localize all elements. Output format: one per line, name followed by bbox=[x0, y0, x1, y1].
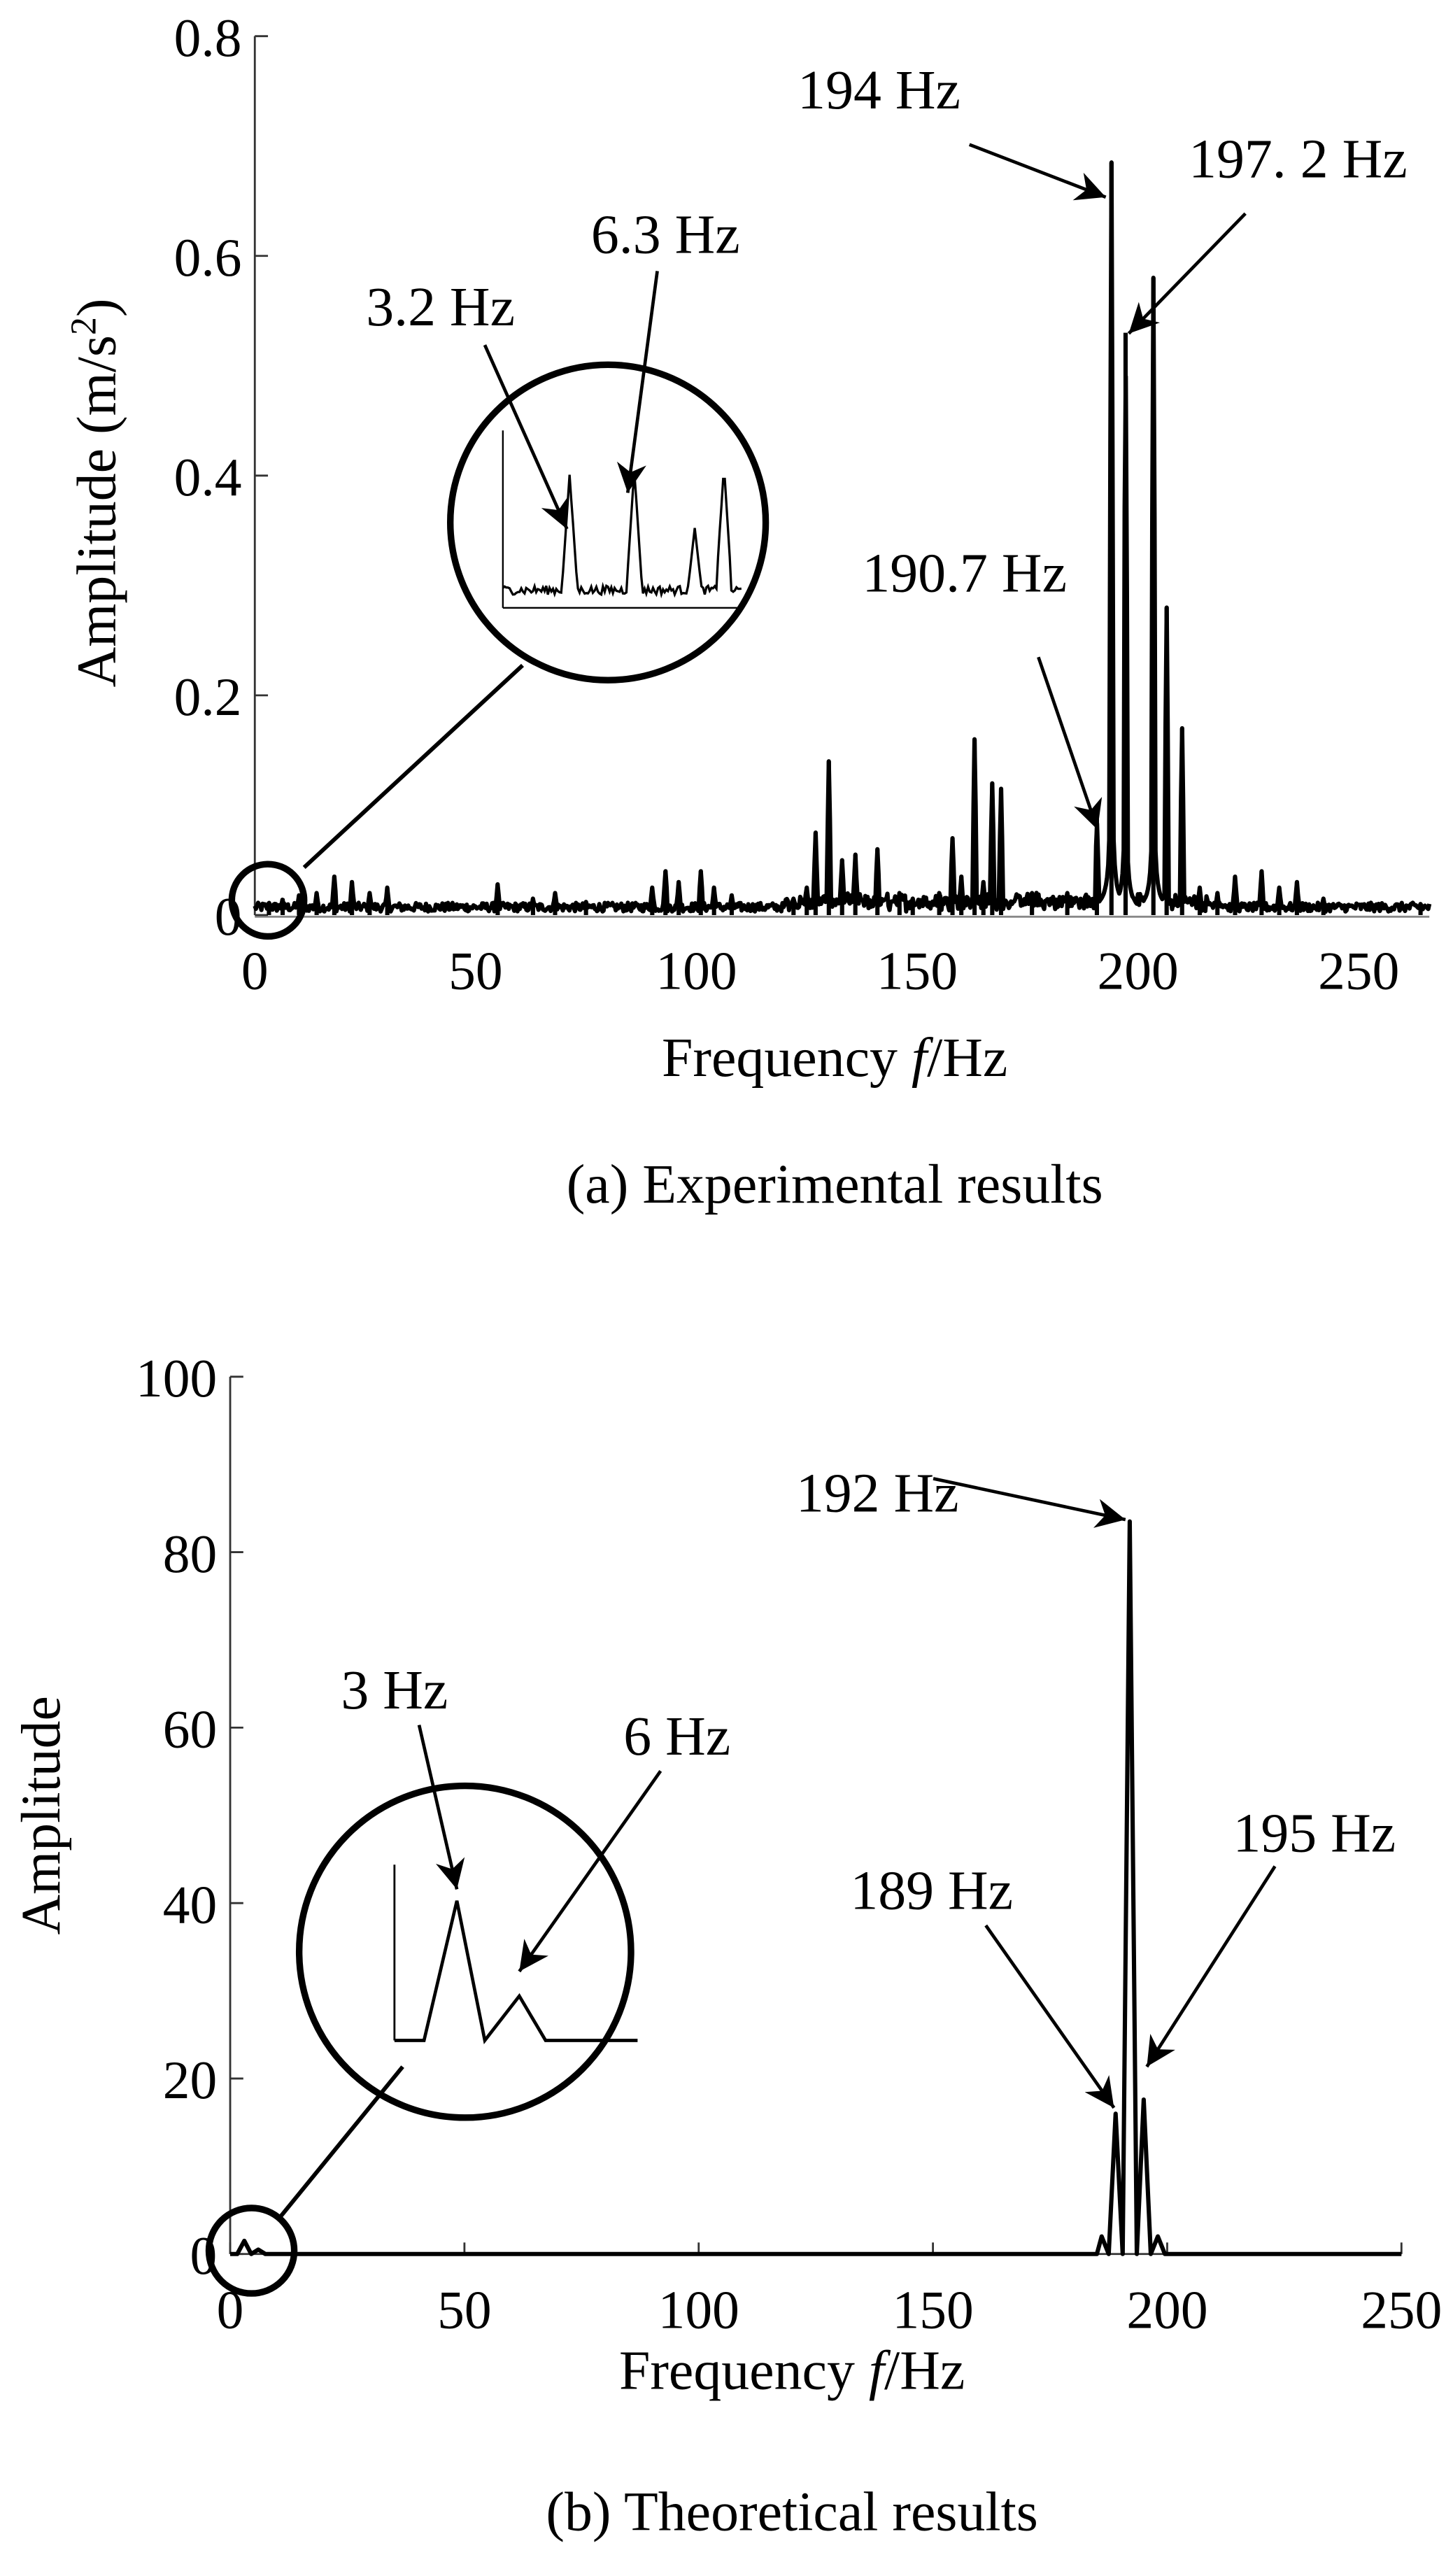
chart-a-caption: (a) Experimental results bbox=[567, 1154, 1103, 1215]
x-tick-label: 150 bbox=[877, 941, 958, 1001]
x-tick-label: 100 bbox=[658, 2279, 739, 2340]
annotation-3-2hz: 3.2 Hz bbox=[366, 276, 515, 338]
chart-a-zoom-marker bbox=[228, 861, 308, 940]
chart-b-x-label: Frequency f/Hz bbox=[619, 2340, 965, 2401]
annotation-6hz: 6 Hz bbox=[623, 1706, 730, 1767]
chart-a: 00.20.40.60.8 0 50 100 150 200 250 Amplitude … bbox=[64, 8, 1432, 1215]
y-tick-label: 80 bbox=[163, 1524, 217, 1584]
chart-a-zoom-connector bbox=[302, 663, 525, 870]
arrow-197-2hz bbox=[1127, 212, 1247, 335]
y-tick-label: 0.8 bbox=[174, 8, 242, 68]
arrow-6hz bbox=[518, 1770, 662, 1973]
x-tick-label: 100 bbox=[655, 941, 737, 1001]
chart-b-y-label: Amplitude bbox=[10, 1696, 72, 1934]
x-tick-label: 50 bbox=[437, 2279, 491, 2340]
arrow-190-7hz bbox=[1037, 656, 1103, 830]
chart-a-series-line bbox=[253, 160, 1432, 914]
arrow-3hz bbox=[417, 1725, 465, 1890]
y-tick-label: 0.2 bbox=[174, 667, 242, 727]
annotation-194hz: 194 Hz bbox=[798, 59, 961, 121]
annotation-6-3hz: 6.3 Hz bbox=[591, 204, 740, 266]
arrow-6-3hz bbox=[616, 271, 659, 493]
arrow-194hz bbox=[968, 143, 1107, 201]
y-tick-label: 100 bbox=[136, 1348, 217, 1408]
arrow-192hz bbox=[933, 1477, 1126, 1528]
annotation-3hz: 3 Hz bbox=[341, 1659, 448, 1721]
y-tick-label: 20 bbox=[163, 2050, 217, 2110]
annotation-190-7hz: 190.7 Hz bbox=[862, 542, 1067, 604]
chart-b-inset-circle bbox=[295, 1782, 635, 2121]
y-tick-label: 0.6 bbox=[174, 227, 242, 288]
data-point bbox=[1156, 2235, 1159, 2238]
data-point bbox=[1114, 2112, 1117, 2115]
x-tick-label: 200 bbox=[1126, 2279, 1207, 2340]
chart-a-inset-line bbox=[502, 474, 742, 599]
chart-b-inset-line bbox=[394, 1900, 638, 2044]
arrow-189hz bbox=[984, 1924, 1116, 2109]
y-tick-label: 0.4 bbox=[174, 447, 242, 507]
y-tick-label: 60 bbox=[163, 1699, 217, 1760]
annotation-197-2hz: 197. 2 Hz bbox=[1189, 129, 1408, 190]
x-tick-label: 200 bbox=[1098, 941, 1179, 1001]
data-point bbox=[1100, 2235, 1103, 2238]
annotation-189hz: 189 Hz bbox=[850, 1860, 1013, 1922]
x-tick-label: 250 bbox=[1361, 2279, 1442, 2340]
chart-a-inset-circle bbox=[447, 361, 770, 684]
data-point bbox=[1142, 2098, 1145, 2101]
x-tick-label: 150 bbox=[892, 2279, 973, 2340]
arrow-3-2hz bbox=[483, 344, 569, 530]
chart-b-series-line bbox=[230, 1519, 1402, 2256]
x-tick-label: 250 bbox=[1318, 941, 1399, 1001]
annotation-195hz: 195 Hz bbox=[1233, 1802, 1396, 1864]
chart-b-zoom-marker bbox=[205, 2205, 298, 2297]
chart-b-zoom-connector bbox=[278, 2065, 404, 2219]
chart-a-y-label: Amplitude (m/s2) bbox=[64, 299, 127, 688]
chart-a-x-label: Frequency f/Hz bbox=[662, 1027, 1007, 1089]
arrow-195hz bbox=[1145, 1865, 1277, 2068]
data-point bbox=[1128, 1520, 1131, 1523]
y-tick-label: 40 bbox=[163, 1874, 217, 1934]
x-tick-label: 50 bbox=[448, 941, 502, 1001]
data-point bbox=[257, 2248, 260, 2251]
chart-b-caption: (b) Theoretical results bbox=[546, 2481, 1037, 2542]
annotation-192hz: 192 Hz bbox=[796, 1462, 959, 1524]
data-point bbox=[243, 2239, 246, 2242]
x-tick-label: 0 bbox=[241, 941, 269, 1001]
